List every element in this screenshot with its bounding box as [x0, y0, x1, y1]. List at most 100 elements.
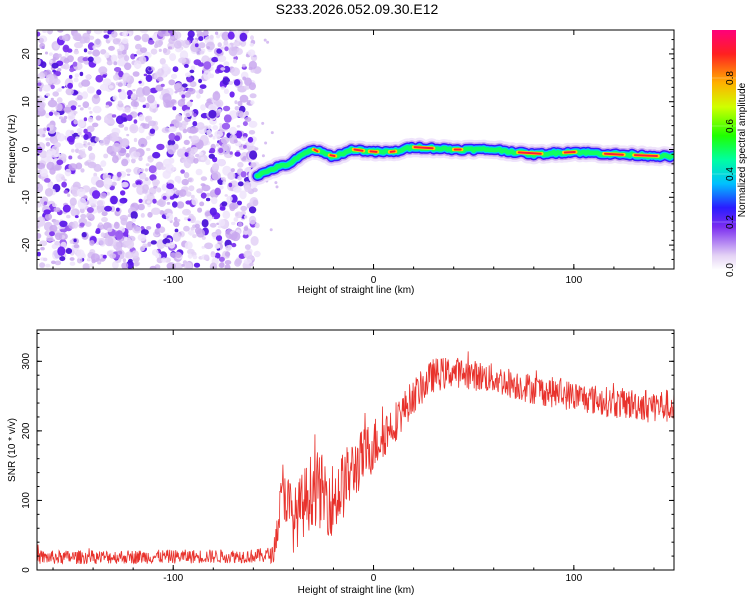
noise-speckle [37, 102, 45, 112]
noise-speckle [157, 68, 165, 76]
noise-speckle [73, 49, 80, 55]
noise-speckle [126, 114, 133, 122]
noise-speckle [102, 254, 107, 259]
noise-speckle [240, 171, 247, 178]
noise-speckle [191, 197, 198, 206]
noise-speckle [230, 194, 238, 204]
noise-speckle [146, 147, 151, 152]
noise-speckle [208, 153, 215, 159]
noise-speckle [88, 35, 95, 40]
noise-speckle [182, 208, 191, 216]
noise-speckle [122, 31, 129, 37]
noise-speckle [133, 54, 138, 57]
noise-speckle [94, 38, 102, 48]
noise-speckle [198, 36, 204, 42]
noise-speckle [130, 126, 137, 131]
noise-speckle [80, 213, 87, 219]
noise-speckle [47, 182, 54, 189]
spectrogram-y-ticks: 20 10 0 -10 -20 [21, 29, 674, 270]
noise-speckle [57, 30, 64, 33]
noise-speckle [92, 105, 102, 114]
noise-speckle [237, 161, 244, 168]
noise-speckle [102, 74, 107, 78]
noise-speckle [218, 262, 225, 269]
noise-speckle [143, 73, 148, 77]
noise-speckle [100, 160, 107, 168]
noise-speckle [87, 161, 97, 169]
noise-speckle [166, 183, 175, 190]
noise-speckle [244, 84, 251, 90]
noise-speckle [62, 34, 69, 42]
noise-speckle [145, 74, 153, 83]
noise-speckle [134, 35, 142, 41]
noise-speckle [103, 34, 110, 39]
noise-speckle [232, 58, 238, 64]
noise-speckle [54, 241, 60, 246]
noise-speckle [159, 58, 166, 65]
noise-speckle [111, 136, 119, 143]
noise-speckle [45, 92, 51, 97]
noise-speckle [184, 241, 193, 250]
noise-speckle [37, 183, 44, 193]
noise-speckle [248, 130, 256, 135]
noise-speckle [138, 156, 143, 162]
noise-speckle [132, 89, 136, 92]
noise-speckle [97, 261, 102, 265]
noise-speckle [121, 38, 129, 44]
noise-speckle [46, 161, 55, 171]
noise-speckle [86, 30, 92, 35]
noise-speckle [122, 258, 127, 263]
noise-speckle [261, 121, 265, 125]
noise-speckle [197, 207, 203, 213]
noise-speckle [181, 83, 188, 88]
noise-speckle [120, 190, 126, 196]
noise-speckle [53, 207, 61, 213]
noise-speckle [137, 233, 147, 242]
noise-speckle [178, 57, 187, 64]
noise-speckle [133, 225, 137, 229]
noise-speckle [215, 229, 222, 236]
noise-speckle [61, 176, 66, 180]
noise-speckle [198, 151, 204, 156]
noise-speckle [59, 220, 68, 227]
noise-speckle [121, 262, 129, 269]
y-tick-label: 0 [21, 146, 32, 152]
noise-speckle [167, 144, 176, 155]
noise-speckle [204, 242, 214, 250]
noise-speckle [56, 179, 61, 183]
noise-speckle [205, 197, 211, 202]
noise-speckle [66, 214, 71, 219]
noise-speckle [112, 174, 118, 181]
noise-speckle [111, 142, 122, 153]
noise-speckle [220, 46, 224, 50]
ridge-red [413, 146, 434, 150]
noise-speckle [203, 70, 212, 80]
noise-speckle [45, 141, 51, 147]
noise-speckle [253, 250, 261, 258]
noise-speckle [37, 162, 46, 170]
noise-speckle [193, 262, 201, 268]
noise-speckle [175, 122, 183, 128]
noise-speckle [208, 109, 217, 119]
noise-speckle [250, 69, 256, 73]
noise-speckle [145, 135, 152, 140]
noise-speckle [72, 32, 82, 41]
ridge-red [633, 154, 658, 157]
y-tick-label: 20 [21, 48, 32, 60]
noise-speckle [42, 30, 48, 33]
noise-speckle [118, 91, 127, 100]
noise-speckle [173, 220, 180, 228]
noise-speckle [72, 221, 79, 229]
noise-speckle [151, 207, 161, 215]
noise-speckle [127, 258, 133, 263]
noise-speckle [136, 184, 141, 188]
noise-speckle [108, 85, 114, 89]
noise-speckle [112, 155, 119, 164]
noise-speckle [220, 136, 230, 144]
snr-frame [36, 329, 675, 571]
noise-speckle [193, 157, 199, 164]
noise-speckle [250, 162, 257, 168]
noise-speckle [160, 83, 165, 87]
noise-speckle [80, 168, 85, 173]
